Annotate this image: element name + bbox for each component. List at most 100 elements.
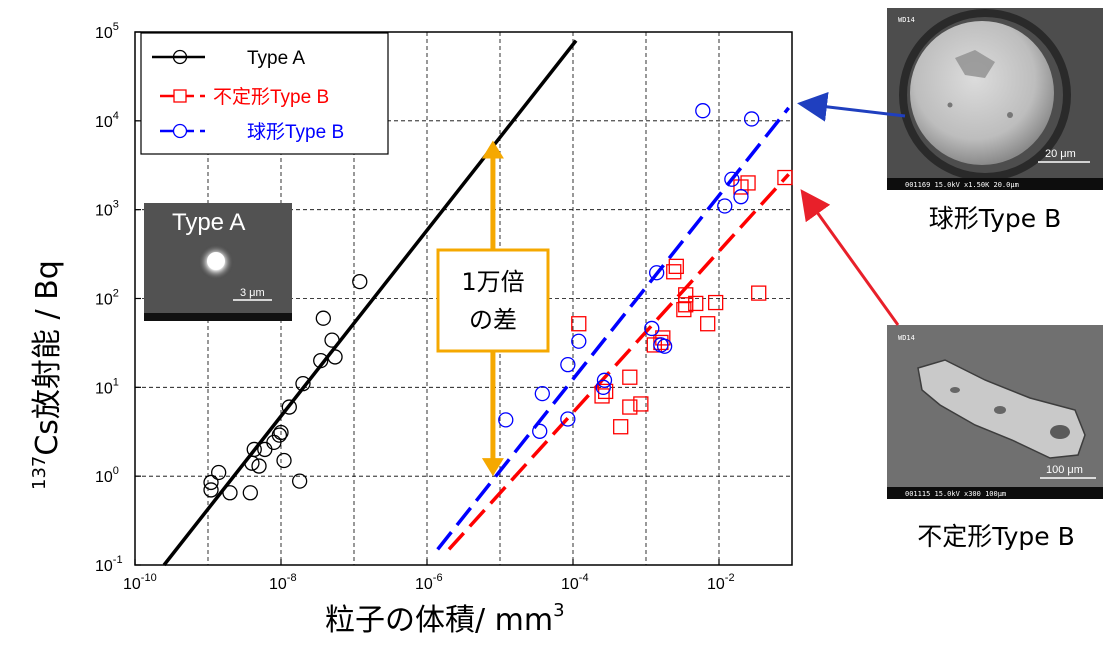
inset-scale-text: 3 μm xyxy=(240,287,265,299)
legend-label-irregular: 不定形Type B xyxy=(213,86,329,108)
data-point-spherical xyxy=(560,411,576,427)
y-tick-label: 103 xyxy=(95,199,119,220)
data-point-irregular xyxy=(751,285,767,301)
legend-label-type-a: Type A xyxy=(247,48,305,69)
annotation-arrow-head-down xyxy=(481,458,504,477)
data-points xyxy=(203,103,793,501)
data-point-spherical xyxy=(743,111,760,127)
data-point-irregular xyxy=(571,316,587,332)
sem-irregular-tag: WD14 xyxy=(898,334,915,342)
sem-spherical-pit-2 xyxy=(947,102,953,108)
data-point-irregular xyxy=(700,316,716,332)
y-tick-label: 100 xyxy=(95,465,119,486)
data-point-type-a xyxy=(313,352,329,369)
data-point-type-a xyxy=(276,452,292,469)
data-point-type-a xyxy=(291,473,308,489)
data-point-irregular xyxy=(740,175,756,191)
data-point-spherical xyxy=(724,171,740,187)
data-point-spherical xyxy=(717,198,733,214)
legend-marker-type-a xyxy=(172,49,188,65)
sem-spherical-particle xyxy=(910,21,1054,165)
data-point-type-a xyxy=(222,485,238,501)
data-point-irregular xyxy=(708,294,724,311)
data-point-irregular xyxy=(613,419,629,435)
inset-label: Type A xyxy=(172,209,245,236)
legend-marker-irregular xyxy=(173,89,187,103)
data-point-irregular xyxy=(622,369,638,385)
data-point-type-a xyxy=(246,441,262,458)
data-point-irregular xyxy=(633,396,649,412)
data-point-spherical xyxy=(498,412,514,428)
fit-line-type-a xyxy=(162,39,578,567)
callout-line-2: の差 xyxy=(469,306,517,334)
legend: Type A 不定形Type B 球形Type B xyxy=(140,32,389,155)
sem-irregular-footer-bar xyxy=(887,487,1103,499)
data-point-spherical xyxy=(649,265,665,281)
sem-spherical-footer-bar xyxy=(887,178,1103,190)
y-tick-labels: 10-1 100 101 102 103 104 105 xyxy=(95,21,141,575)
sem-spherical-scale-text: 20 μm xyxy=(1045,148,1076,160)
data-point-type-a xyxy=(211,464,227,481)
x-tick-label: 10-2 xyxy=(707,572,735,593)
data-point-spherical xyxy=(571,333,587,349)
y-axis-title-isotope: 137 xyxy=(29,456,50,490)
data-point-irregular xyxy=(777,169,793,186)
particle xyxy=(207,252,225,270)
inset-footer-bar xyxy=(144,313,292,321)
data-point-type-a xyxy=(273,424,289,441)
data-point-irregular xyxy=(676,301,692,318)
data-point-irregular xyxy=(688,295,704,312)
data-point-type-a xyxy=(327,349,343,365)
x-tick-label: 10-6 xyxy=(415,572,443,593)
sem-irregular-pore-2 xyxy=(994,406,1006,414)
data-point-spherical xyxy=(596,372,613,388)
data-point-type-a xyxy=(251,458,267,474)
data-point-type-a xyxy=(295,376,311,392)
sem-irregular-footer-text: 001115 15.0kV x300 100μm xyxy=(905,490,1006,498)
pointer-arrow-spherical xyxy=(797,91,906,122)
data-point-spherical xyxy=(656,338,673,354)
data-point-spherical xyxy=(695,103,711,119)
sem-irregular-caption: 不定形Type B xyxy=(917,522,1075,551)
sem-irregular-pore-3 xyxy=(950,387,960,393)
x-tick-labels: 10-10 10-8 10-6 10-4 10-2 xyxy=(123,559,735,593)
x-axis-title: 粒子の体積/ mm3 xyxy=(325,600,565,638)
data-point-type-a xyxy=(271,427,288,443)
data-point-spherical xyxy=(595,379,611,395)
difference-callout: 1万倍 の差 xyxy=(436,248,550,353)
fit-lines xyxy=(162,39,791,567)
y-tick-label: 105 xyxy=(95,21,119,42)
data-point-irregular xyxy=(668,258,684,275)
legend-label-spherical: 球形Type B xyxy=(247,121,344,143)
sem-irregular-pore-1 xyxy=(1050,425,1070,439)
x-tick-label: 10-10 xyxy=(123,572,157,593)
y-axis-title: 137Cs放射能 / Bq xyxy=(29,260,65,490)
sem-spherical-footer-text: 001169 15.0kV x1.50K 20.0μm xyxy=(905,181,1019,189)
pointer-arrow-irregular xyxy=(800,189,900,326)
data-point-spherical xyxy=(733,189,749,205)
sem-image-irregular: WD14 100 μm 001115 15.0kV x300 100μm xyxy=(887,325,1103,499)
x-axis-title-exp: 3 xyxy=(553,600,564,621)
data-point-spherical xyxy=(532,423,548,439)
data-point-irregular xyxy=(655,330,671,346)
y-tick-label: 101 xyxy=(95,376,119,397)
sem-image-spherical: WD14 20 μm 001169 15.0kV x1.50K 20.0μm xyxy=(887,8,1103,190)
data-point-type-a xyxy=(324,332,340,348)
callout-box xyxy=(436,248,550,353)
y-tick-label: 10-1 xyxy=(95,554,123,575)
data-point-irregular xyxy=(666,264,682,280)
data-point-irregular xyxy=(594,388,610,404)
data-point-type-a xyxy=(242,485,258,501)
legend-marker-spherical xyxy=(172,123,188,139)
data-point-type-a xyxy=(315,310,331,326)
sem-spherical-caption: 球形Type B xyxy=(929,204,1062,233)
callout-line-1: 1万倍 xyxy=(461,268,524,296)
data-point-irregular xyxy=(678,297,694,313)
y-tick-label: 102 xyxy=(95,288,119,309)
sem-irregular-scale-text: 100 μm xyxy=(1046,464,1083,476)
sem-spherical-tag: WD14 xyxy=(898,16,915,24)
sem-spherical-pit-1 xyxy=(1007,112,1013,118)
sem-spherical-ring xyxy=(899,9,1071,181)
data-point-type-a xyxy=(352,273,368,290)
x-tick-label: 10-4 xyxy=(561,572,589,593)
